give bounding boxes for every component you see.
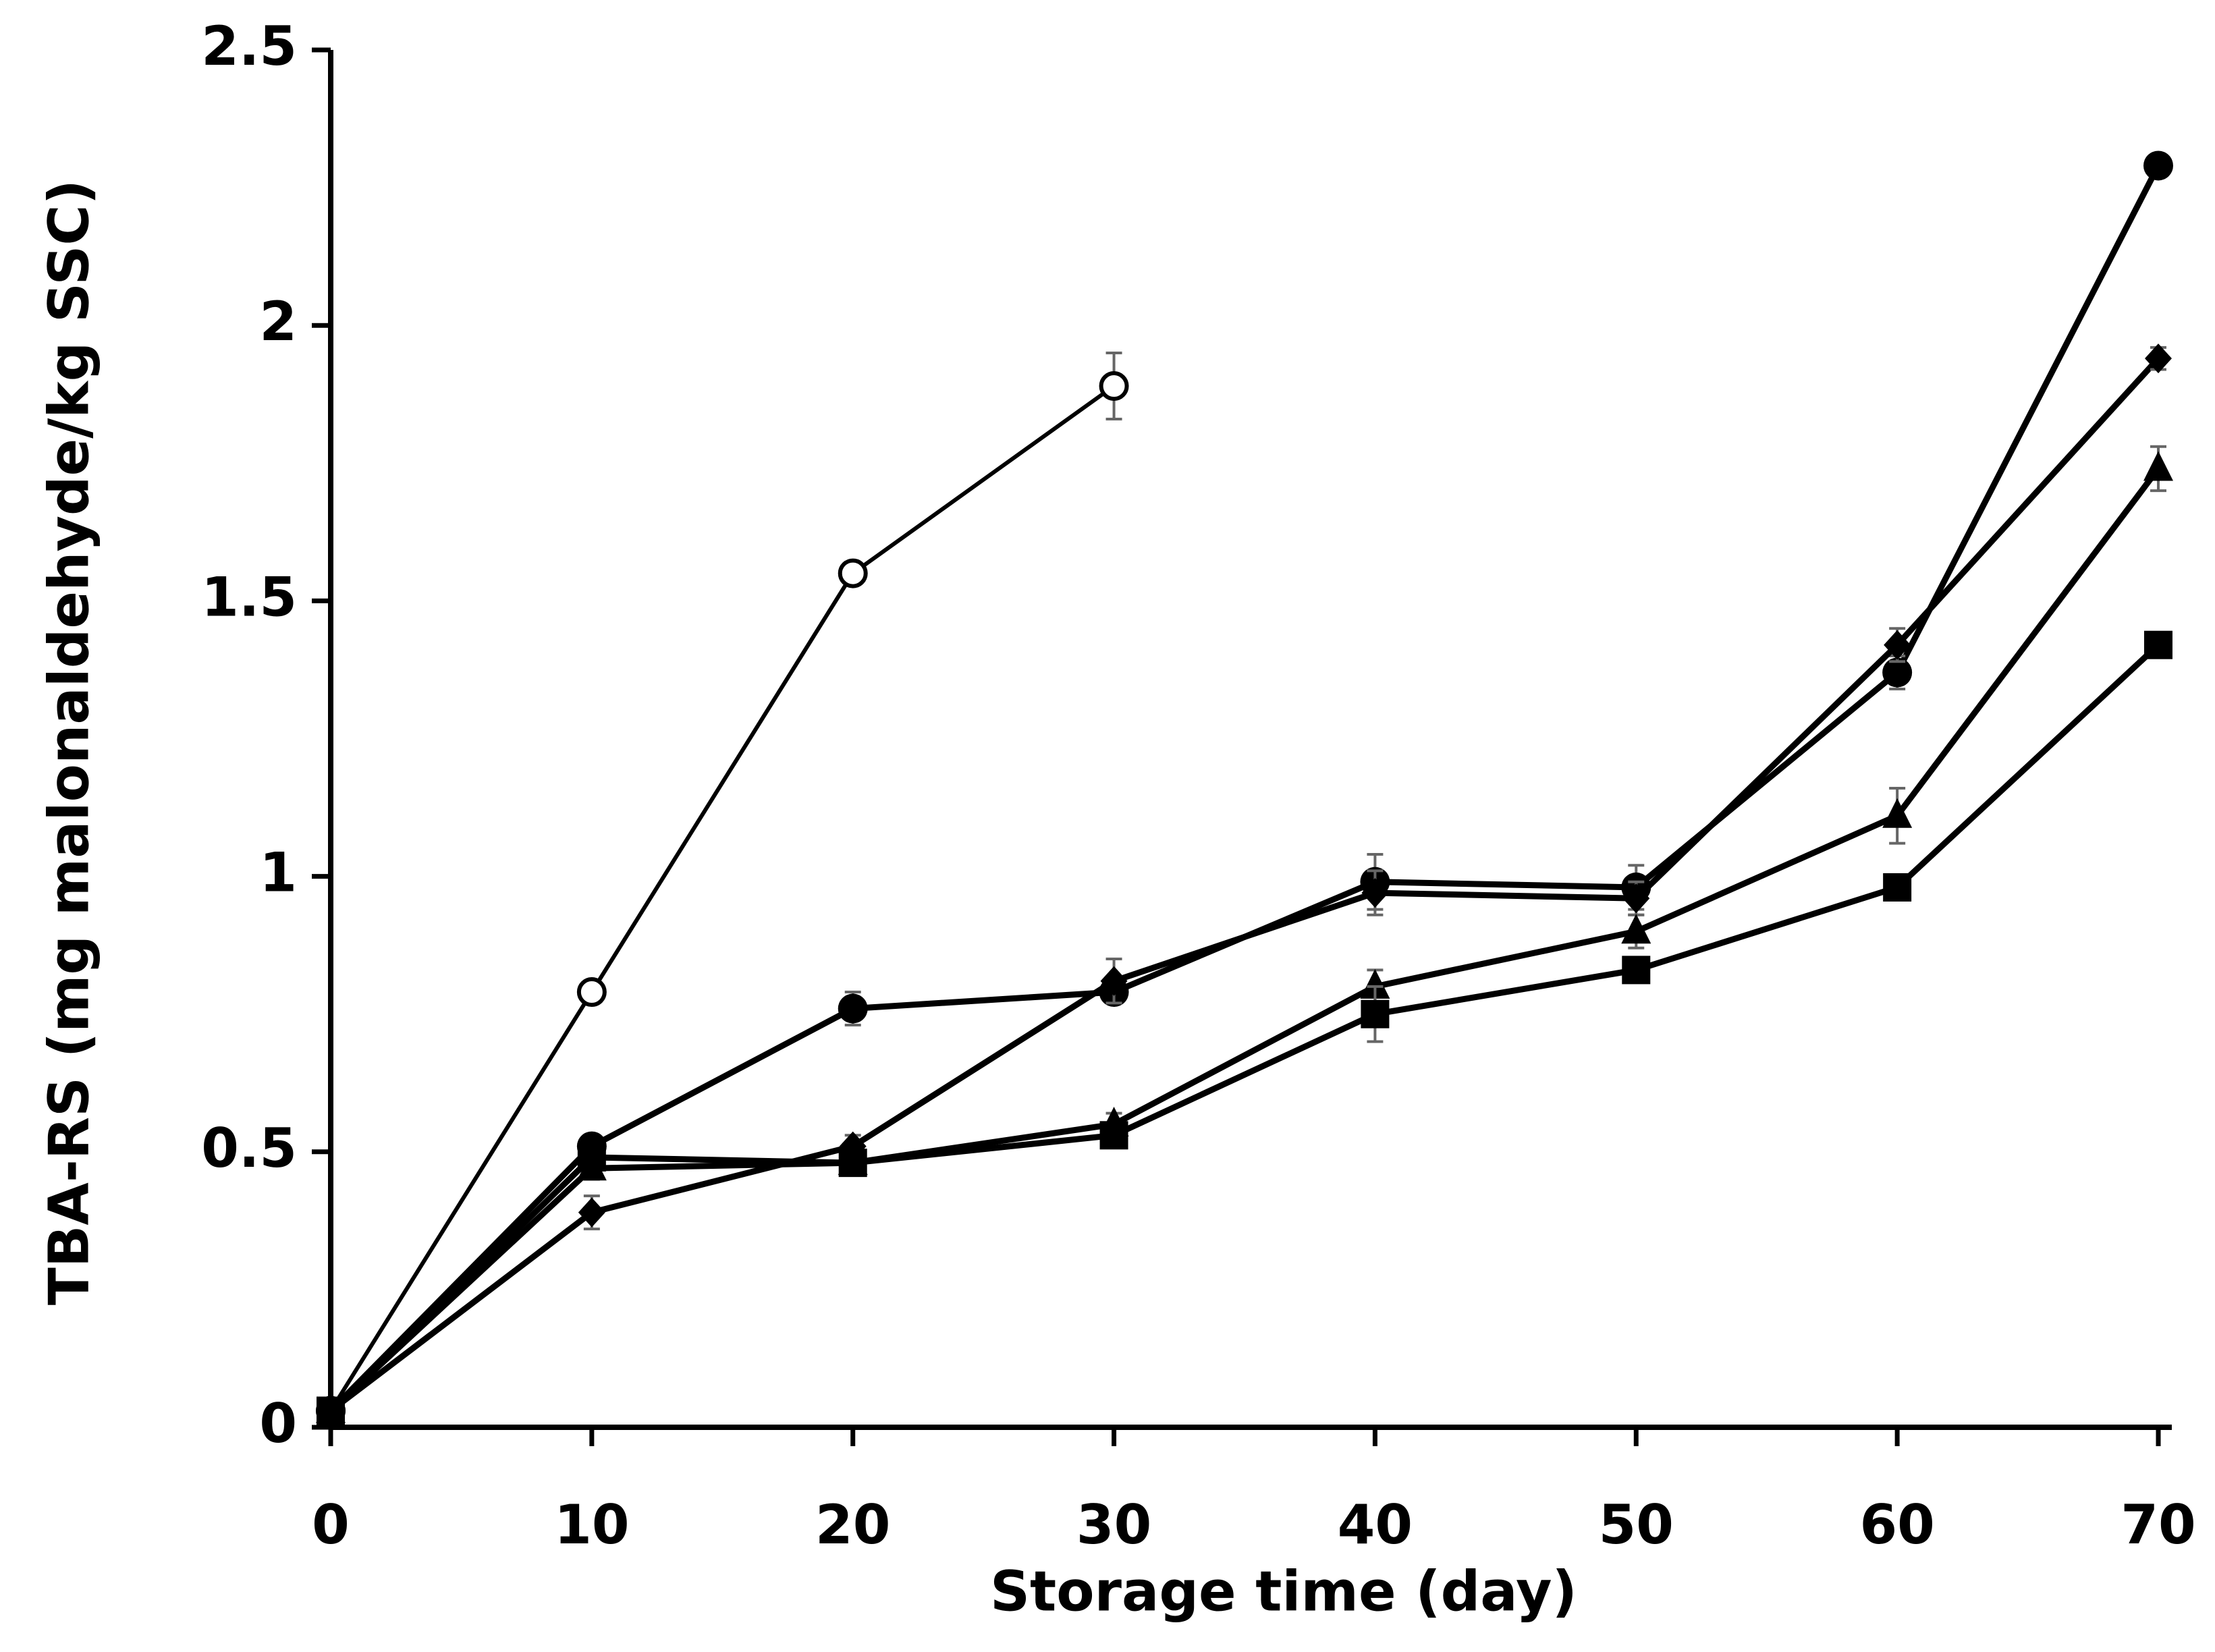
marker [1099,1121,1128,1150]
y-tick-label: 0 [259,1392,297,1455]
series-line [329,356,2161,1414]
marker [578,1197,605,1228]
series-line [328,466,2161,1413]
x-tick-label: 40 [1338,1493,1413,1556]
x-tick-label: 60 [1859,1493,1934,1556]
marker [1361,878,1389,908]
x-tick-label: 50 [1599,1493,1674,1556]
marker [838,993,868,1024]
series-line [328,642,2161,1413]
marker [1099,371,1129,402]
x-tick-label: 20 [815,1493,890,1556]
marker [2144,630,2172,659]
marker [577,1142,606,1172]
marker [1883,873,1912,902]
x-tick-label: 0 [312,1493,350,1556]
marker [1100,966,1128,996]
marker [1622,883,1650,914]
y-tick-label: 2 [259,290,297,353]
y-tick-label: 1.5 [201,566,297,628]
marker [1360,968,1390,999]
marker [1882,657,1913,688]
y-tick-label: 0.5 [201,1117,297,1180]
marker [838,1149,867,1178]
marker [1361,999,1390,1028]
series-line [329,384,1116,1412]
marker [1622,956,1651,985]
y-tick-label: 2.5 [201,15,297,78]
marker [1621,914,1651,944]
marker [838,558,868,588]
marker [1884,630,1911,660]
marker [2143,451,2173,481]
marker [2143,150,2173,181]
x-tick-label: 10 [554,1493,629,1556]
y-axis-title: TBA-RS (mg malonaldehyde/kg SSC) [37,180,101,1305]
y-tick-label: 1 [259,842,297,904]
marker [317,1396,345,1425]
series-line [328,164,2162,1413]
marker [576,977,607,1008]
x-tick-label: 30 [1076,1493,1151,1556]
x-tick-label: 70 [2121,1493,2195,1556]
marker [2145,343,2172,374]
marker [1882,798,1913,828]
x-axis-title: Storage time (day) [990,1560,1577,1624]
